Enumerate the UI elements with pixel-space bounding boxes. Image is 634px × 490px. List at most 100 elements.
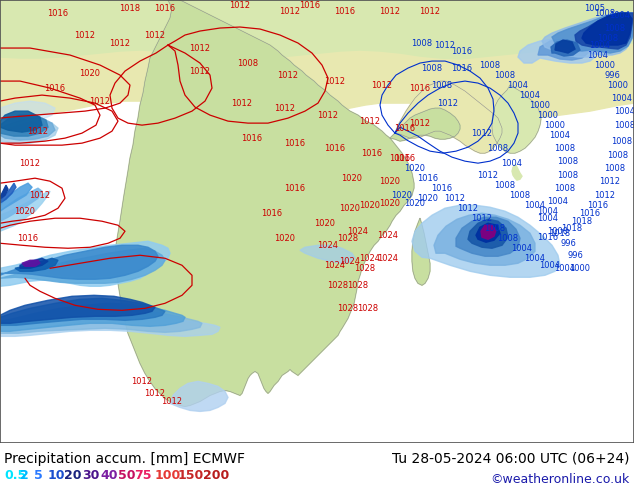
Text: 1004: 1004: [548, 196, 569, 206]
Polygon shape: [0, 118, 55, 140]
Text: 1012: 1012: [372, 80, 392, 90]
Text: 1020: 1020: [79, 69, 101, 77]
Text: 1004: 1004: [507, 80, 529, 90]
Text: 1016: 1016: [432, 184, 453, 193]
Polygon shape: [0, 121, 58, 143]
Text: 1012: 1012: [380, 6, 401, 16]
Text: 1016: 1016: [588, 201, 609, 210]
Text: 1004: 1004: [519, 91, 541, 99]
Polygon shape: [0, 295, 155, 323]
Text: 1012: 1012: [231, 98, 252, 108]
Text: 1020: 1020: [392, 191, 413, 200]
Polygon shape: [0, 111, 42, 132]
Text: 1016: 1016: [538, 233, 559, 242]
Text: 1012: 1012: [110, 39, 131, 48]
Text: 1028: 1028: [337, 304, 359, 313]
Text: 1018: 1018: [562, 224, 583, 233]
Text: 1004: 1004: [512, 244, 533, 253]
Text: 1004: 1004: [538, 207, 559, 216]
Text: 1012: 1012: [434, 41, 455, 49]
Text: 1016: 1016: [417, 173, 439, 183]
Text: 1016: 1016: [261, 209, 283, 218]
Polygon shape: [552, 13, 634, 53]
Text: 1008: 1008: [422, 64, 443, 73]
Text: 1012: 1012: [600, 177, 621, 186]
Text: 1024: 1024: [377, 254, 399, 263]
Text: 1004: 1004: [590, 41, 611, 49]
Text: 1020: 1020: [339, 204, 361, 213]
Polygon shape: [0, 115, 48, 136]
Text: 1020: 1020: [380, 177, 401, 186]
Text: 1012: 1012: [230, 0, 250, 9]
Text: 1016: 1016: [155, 3, 176, 13]
Text: 2: 2: [20, 469, 29, 482]
Polygon shape: [0, 183, 16, 203]
Text: 75: 75: [134, 469, 152, 482]
Text: 1012: 1012: [190, 67, 210, 75]
Polygon shape: [0, 248, 165, 283]
Text: 1020: 1020: [404, 199, 425, 208]
Text: 1012: 1012: [280, 6, 301, 16]
Text: 1008: 1008: [484, 224, 505, 233]
Text: 1012: 1012: [437, 98, 458, 108]
Text: 1016: 1016: [48, 8, 68, 18]
Polygon shape: [20, 258, 48, 268]
Polygon shape: [434, 213, 535, 265]
Text: 1008: 1008: [555, 144, 576, 153]
Text: 1008: 1008: [607, 150, 628, 160]
Text: 100: 100: [155, 469, 181, 482]
Text: 1000: 1000: [538, 111, 559, 120]
Text: 1020: 1020: [359, 201, 380, 210]
Polygon shape: [575, 13, 634, 49]
Polygon shape: [0, 309, 202, 333]
Text: 1016: 1016: [299, 0, 321, 9]
Text: 1012: 1012: [162, 397, 183, 406]
Text: 1024: 1024: [377, 231, 399, 240]
Text: 1020: 1020: [15, 207, 36, 216]
Text: 1004: 1004: [538, 214, 559, 223]
Text: 20: 20: [64, 469, 82, 482]
Text: 1016: 1016: [410, 84, 430, 93]
Text: 1008: 1008: [488, 144, 508, 153]
Text: 1012: 1012: [275, 103, 295, 113]
Text: 1004: 1004: [550, 131, 571, 140]
Text: 150: 150: [178, 469, 204, 482]
Text: 1012: 1012: [145, 30, 165, 40]
Polygon shape: [412, 205, 560, 277]
Text: 5: 5: [34, 469, 42, 482]
Text: 1028: 1028: [354, 264, 375, 273]
Text: 1020: 1020: [418, 194, 439, 203]
Text: 1000: 1000: [595, 61, 616, 70]
Text: 1016: 1016: [389, 154, 411, 163]
Polygon shape: [0, 245, 158, 279]
Polygon shape: [50, 255, 155, 276]
Polygon shape: [456, 217, 520, 256]
Text: 1028: 1028: [358, 304, 378, 313]
Text: 200: 200: [203, 469, 230, 482]
Text: 0.5: 0.5: [4, 469, 26, 482]
Text: 1016: 1016: [44, 84, 65, 93]
Polygon shape: [542, 13, 634, 57]
Polygon shape: [538, 39, 588, 60]
Text: 1012: 1012: [30, 191, 51, 200]
Text: 1018: 1018: [571, 217, 593, 226]
Text: 1012: 1012: [595, 191, 616, 200]
Text: 996: 996: [560, 239, 576, 248]
Text: 1016: 1016: [361, 148, 382, 158]
Text: 1020: 1020: [404, 164, 425, 172]
Polygon shape: [551, 40, 580, 56]
Text: 1012: 1012: [278, 71, 299, 79]
Text: 996: 996: [567, 251, 583, 260]
Polygon shape: [0, 0, 634, 118]
Text: 1028: 1028: [337, 234, 359, 243]
Text: 1024: 1024: [325, 261, 346, 270]
Text: 1008: 1008: [238, 59, 259, 68]
Text: 1012: 1012: [420, 6, 441, 16]
Polygon shape: [0, 101, 55, 122]
Polygon shape: [0, 298, 165, 325]
Text: 1016: 1016: [242, 134, 262, 143]
Text: 30: 30: [82, 469, 100, 482]
Text: 1012: 1012: [75, 30, 96, 40]
Text: 1020: 1020: [275, 234, 295, 243]
Text: 1016: 1016: [451, 64, 472, 73]
